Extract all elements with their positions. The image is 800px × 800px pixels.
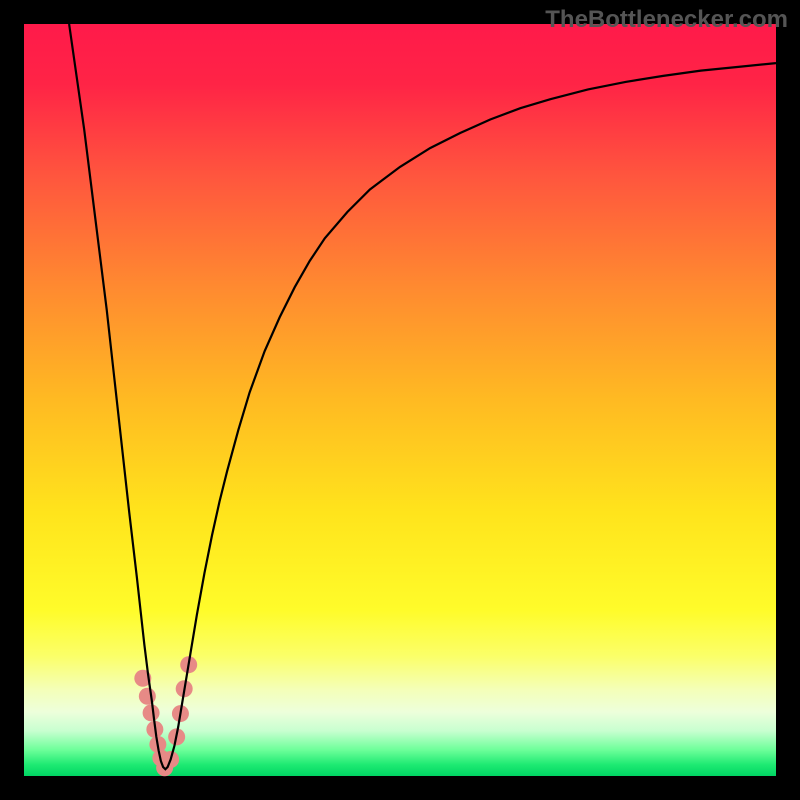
chart-frame: TheBottlenecker.com [0,0,800,800]
watermark-label: TheBottlenecker.com [545,6,788,34]
plot-background [24,24,776,776]
data-marker [139,688,156,705]
data-marker [143,704,160,721]
chart-svg [0,0,800,800]
